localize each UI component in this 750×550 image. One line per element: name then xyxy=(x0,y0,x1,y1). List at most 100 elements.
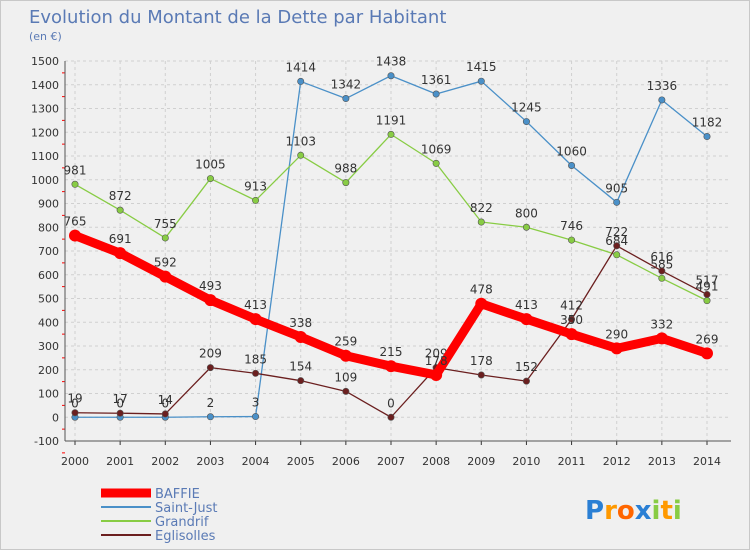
data-label-grandrif: 1005 xyxy=(195,158,226,172)
data-label-grandrif: 822 xyxy=(470,201,493,215)
logo-letter: i xyxy=(673,496,682,526)
data-label-grandrif: 746 xyxy=(560,219,583,233)
logo-letter: t xyxy=(660,496,672,526)
data-point-baffie xyxy=(385,360,397,373)
data-point-saint-just xyxy=(252,413,260,421)
data-point-baffie xyxy=(114,247,127,260)
data-point-baffie xyxy=(430,368,443,381)
data-point-grandrif xyxy=(703,297,711,305)
logo-letter: P xyxy=(585,496,604,526)
data-label-grandrif: 684 xyxy=(605,234,628,248)
y-tick-label: 700 xyxy=(38,245,59,258)
y-tick-label: 400 xyxy=(38,316,59,329)
data-point-eglisolles xyxy=(387,413,395,421)
legend-label-saint-just: Saint-Just xyxy=(155,501,218,516)
y-tick-label: 500 xyxy=(38,293,59,306)
data-label-grandrif: 1191 xyxy=(376,113,407,127)
y-tick-label: 200 xyxy=(38,364,59,377)
data-point-grandrif xyxy=(206,175,214,183)
data-label-saint-just: 0 xyxy=(161,396,169,410)
data-point-eglisolles xyxy=(342,387,350,395)
data-label-baffie: 178 xyxy=(425,354,448,368)
data-point-baffie xyxy=(159,270,172,283)
data-point-saint-just xyxy=(387,72,395,80)
y-tick-label: 300 xyxy=(38,340,59,353)
series-layer: 0 0 0 2 3 1414 1342 1438 1361 1415 1245 1060 905 1336… xyxy=(64,55,723,421)
data-label-baffie: 269 xyxy=(696,332,719,346)
data-point-baffie xyxy=(565,328,578,341)
data-point-eglisolles xyxy=(568,315,576,323)
data-point-grandrif xyxy=(71,180,79,188)
data-label-baffie: 765 xyxy=(64,215,87,229)
data-label-baffie: 592 xyxy=(154,256,177,270)
data-point-saint-just xyxy=(297,77,305,85)
x-tick-label: 2014 xyxy=(693,455,721,468)
x-tick-label: 2005 xyxy=(287,455,315,468)
data-label-eglisolles: 412 xyxy=(560,298,583,312)
series-baffie: 765 691 592 493 413 338 259 215 178 478 413 350 290 3… xyxy=(64,215,719,381)
data-label-baffie: 691 xyxy=(109,232,132,246)
data-label-eglisolles: 17 xyxy=(113,392,128,406)
legend-label-grandrif: Grandrif xyxy=(155,515,209,530)
y-tick-label: 600 xyxy=(38,269,59,282)
chart-subtitle: (en €) xyxy=(29,30,62,43)
data-point-baffie xyxy=(204,294,217,307)
data-label-grandrif: 872 xyxy=(109,189,132,203)
data-label-saint-just: 1182 xyxy=(692,116,723,130)
data-point-saint-just xyxy=(206,413,214,421)
data-point-baffie xyxy=(249,313,262,326)
data-point-eglisolles xyxy=(252,369,260,377)
data-label-baffie: 478 xyxy=(470,283,493,297)
data-label-baffie: 338 xyxy=(289,316,312,330)
x-tick-label: 2004 xyxy=(242,455,270,468)
data-point-baffie xyxy=(339,349,352,362)
data-label-grandrif: 800 xyxy=(515,206,538,220)
grid xyxy=(65,60,731,442)
series-grandrif: 981 872 755 1005 913 1103 988 1191 1069 822 800 746… xyxy=(64,113,719,305)
data-label-saint-just: 0 xyxy=(71,396,79,410)
legend-label-eglisolles: Eglisolles xyxy=(155,529,216,544)
data-label-grandrif: 988 xyxy=(334,162,357,176)
x-tick-label: 2007 xyxy=(377,455,405,468)
data-point-baffie xyxy=(294,330,307,343)
data-point-grandrif xyxy=(568,236,576,244)
data-point-baffie xyxy=(520,313,533,326)
logo-letter: i xyxy=(652,496,661,526)
data-point-baffie xyxy=(69,229,81,242)
x-tick-label: 2009 xyxy=(467,455,495,468)
x-tick-label: 2011 xyxy=(558,455,586,468)
y-tick-label: 1200 xyxy=(31,126,59,139)
data-point-baffie xyxy=(655,332,668,345)
data-label-saint-just: 905 xyxy=(605,181,628,195)
y-tick-label: 1100 xyxy=(31,150,59,163)
y-tick-label: -100 xyxy=(34,435,59,448)
data-label-eglisolles: 209 xyxy=(425,347,448,361)
data-point-eglisolles xyxy=(297,377,305,385)
data-point-grandrif xyxy=(342,179,350,187)
data-point-grandrif xyxy=(116,206,124,214)
data-label-saint-just: 2 xyxy=(207,396,215,410)
data-point-eglisolles xyxy=(613,242,621,250)
data-point-eglisolles xyxy=(116,409,124,417)
data-label-grandrif: 491 xyxy=(696,280,719,294)
logo-letter: o xyxy=(617,496,635,526)
data-point-baffie xyxy=(475,297,488,310)
data-label-baffie: 413 xyxy=(244,298,267,312)
proxiti-logo: Proxiti xyxy=(585,496,682,526)
data-label-saint-just: 1336 xyxy=(647,79,678,93)
data-label-saint-just: 1060 xyxy=(556,145,587,159)
data-label-eglisolles: 19 xyxy=(67,392,82,406)
x-tick-label: 2001 xyxy=(106,455,134,468)
data-label-grandrif: 913 xyxy=(244,179,267,193)
data-point-baffie xyxy=(610,342,623,355)
data-label-eglisolles: 209 xyxy=(199,347,222,361)
y-tick-label: 1500 xyxy=(31,55,59,68)
data-point-grandrif xyxy=(522,223,530,231)
data-label-saint-just: 1415 xyxy=(466,60,497,74)
data-point-eglisolles xyxy=(477,371,485,379)
data-point-eglisolles xyxy=(703,290,711,298)
data-point-saint-just xyxy=(342,95,350,103)
data-point-saint-just xyxy=(703,133,711,141)
x-tick-label: 2013 xyxy=(648,455,676,468)
